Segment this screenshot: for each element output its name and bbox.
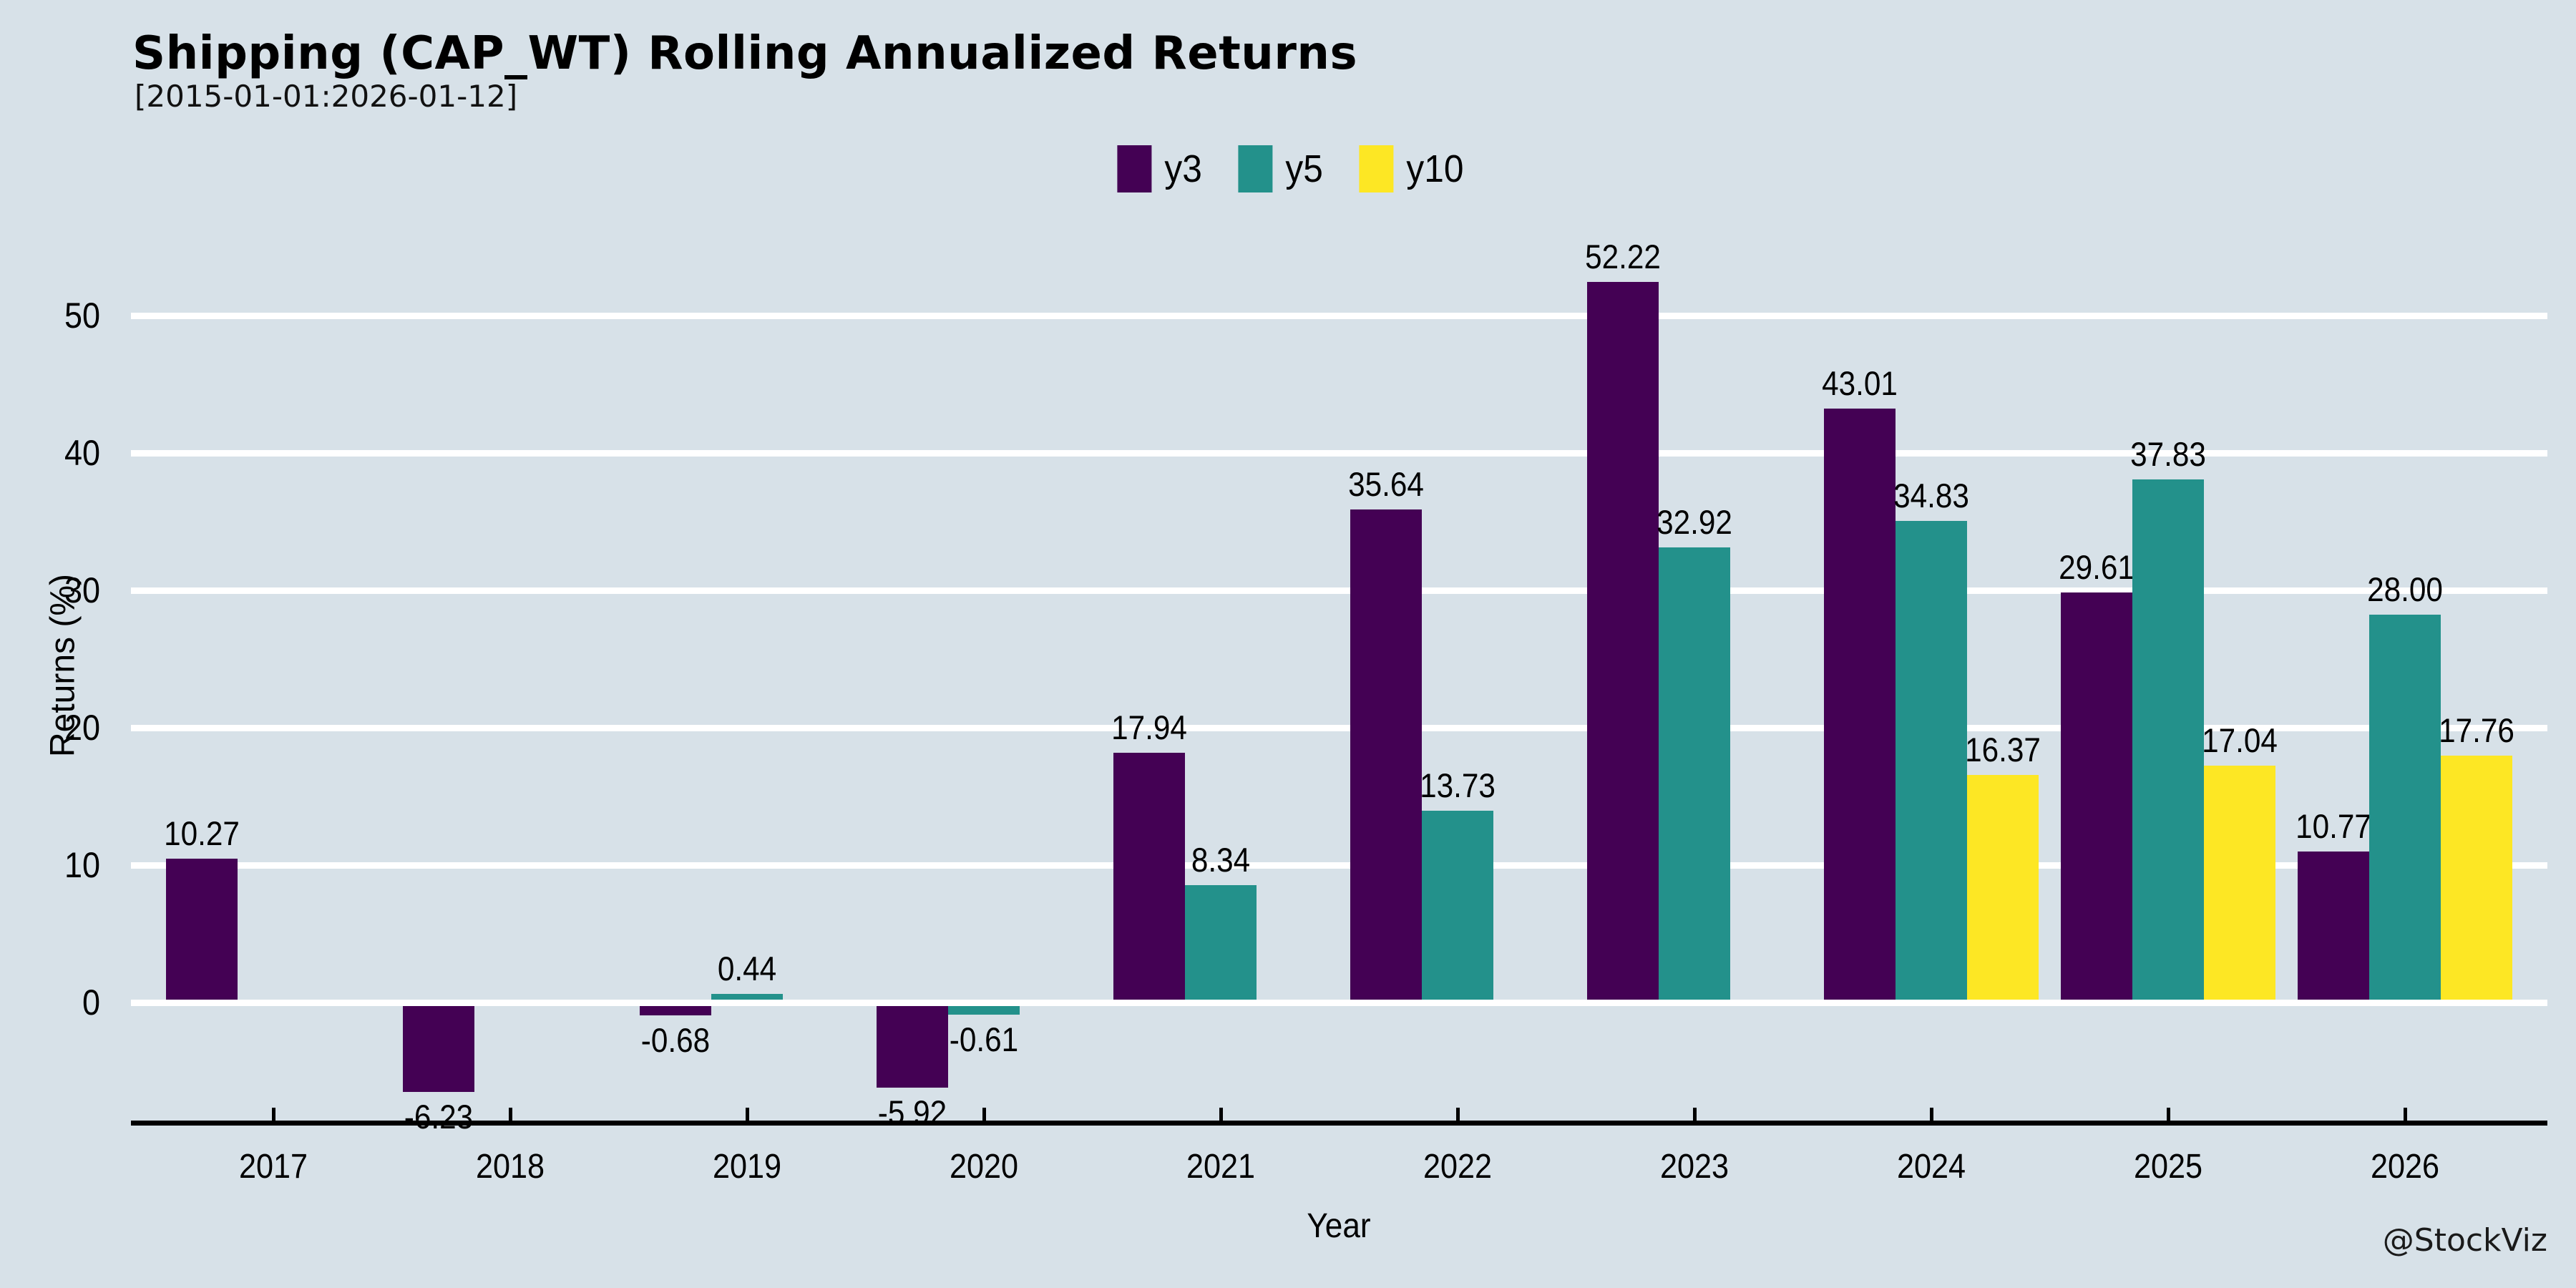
bar-y3-2019 — [640, 1006, 711, 1016]
bar-y3-2025 — [2061, 592, 2132, 1000]
x-tick-mark — [746, 1108, 749, 1121]
bar-y10-2026 — [2441, 755, 2512, 1000]
legend-label-y10: y10 — [1406, 147, 1464, 190]
gridline-30 — [131, 587, 2547, 594]
x-axis-label: Year — [1307, 1207, 1371, 1245]
bar-y3-2020 — [877, 1006, 948, 1088]
bar-y5-2025 — [2132, 479, 2204, 1000]
y-tick-label: 20 — [64, 707, 100, 748]
bar-y5-2023 — [1659, 547, 1730, 1000]
legend-item-y5: y5 — [1238, 145, 1326, 192]
bar-value-label: 10.77 — [2296, 807, 2371, 846]
bar-y5-2021 — [1185, 884, 1257, 1000]
bar-y5-2019 — [711, 993, 783, 1000]
gridline-50 — [131, 312, 2547, 319]
bar-y3-2023 — [1587, 281, 1659, 1000]
y-tick-label: 30 — [64, 570, 100, 610]
bar-y5-2026 — [2369, 615, 2441, 1000]
gridline-0 — [131, 1000, 2547, 1006]
y-tick-label: 10 — [64, 844, 100, 885]
x-tick-mark — [1693, 1108, 1697, 1121]
bar-value-label: 29.61 — [2059, 548, 2135, 587]
bar-value-label: 17.76 — [2439, 711, 2514, 749]
bar-value-label: 17.04 — [2202, 721, 2278, 759]
bar-value-label: 35.64 — [1348, 465, 1424, 504]
gridline-20 — [131, 724, 2547, 731]
chart-title: Shipping (CAP_WT) Rolling Annualized Ret… — [132, 27, 1358, 80]
bar-y3-2022 — [1350, 509, 1422, 1000]
bar-value-label: 37.83 — [2130, 435, 2206, 474]
x-tick-label-2025: 2025 — [2133, 1148, 2203, 1186]
bar-y3-2021 — [1113, 753, 1185, 1000]
legend-item-y10: y10 — [1359, 145, 1469, 192]
x-tick-label-2024: 2024 — [1896, 1148, 1966, 1186]
x-tick-mark — [2404, 1108, 2407, 1121]
bar-value-label: -6.23 — [404, 1097, 474, 1136]
bar-value-label: -0.68 — [640, 1021, 711, 1060]
chart-subtitle: [2015-01-01:2026-01-12] — [135, 79, 518, 114]
x-tick-label-2018: 2018 — [475, 1148, 545, 1186]
bar-y5-2022 — [1422, 811, 1493, 1000]
x-tick-mark — [2167, 1108, 2170, 1121]
x-tick-label-2026: 2026 — [2370, 1148, 2440, 1186]
y-tick-label: 40 — [64, 432, 100, 473]
bar-y3-2024 — [1824, 408, 1896, 1000]
bar-y3-2017 — [166, 858, 238, 1000]
legend-label-y3: y3 — [1164, 147, 1202, 190]
bar-y10-2025 — [2204, 765, 2275, 1000]
x-tick-mark — [982, 1108, 986, 1121]
bar-y3-2026 — [2298, 852, 2369, 1000]
x-tick-mark — [509, 1108, 512, 1121]
bar-value-label: 34.83 — [1893, 476, 1969, 514]
legend-label-y5: y5 — [1285, 147, 1323, 190]
bar-value-label: 43.01 — [1822, 364, 1898, 402]
bar-value-label: 17.94 — [1111, 708, 1187, 747]
x-tick-label-2017: 2017 — [238, 1148, 308, 1186]
y-tick-label: 50 — [64, 295, 100, 336]
bar-value-label: 28.00 — [2367, 570, 2443, 609]
bar-value-label: 32.92 — [1657, 502, 1732, 541]
gridline-10 — [131, 862, 2547, 869]
bar-value-label: 16.37 — [1965, 730, 2041, 769]
legend-swatch-y10 — [1359, 145, 1394, 192]
legend: y3 y5 y10 — [1117, 145, 1501, 192]
x-tick-label-2021: 2021 — [1186, 1148, 1256, 1186]
bar-value-label: 10.27 — [164, 814, 240, 852]
legend-swatch-y3 — [1117, 145, 1152, 192]
bar-value-label: 0.44 — [717, 949, 777, 987]
legend-swatch-y5 — [1238, 145, 1273, 192]
bar-value-label: 52.22 — [1585, 237, 1661, 275]
y-tick-label: 0 — [82, 982, 100, 1023]
bar-y3-2018 — [403, 1006, 474, 1092]
x-axis-spine — [131, 1121, 2547, 1126]
x-tick-mark — [1456, 1108, 1460, 1121]
x-tick-mark — [272, 1108, 275, 1121]
x-tick-label-2020: 2020 — [949, 1148, 1019, 1186]
bar-y5-2020 — [948, 1006, 1020, 1015]
bar-value-label: 8.34 — [1191, 840, 1251, 879]
watermark: @StockViz — [2382, 1222, 2547, 1259]
bar-value-label: 13.73 — [1420, 766, 1496, 805]
x-tick-label-2019: 2019 — [712, 1148, 782, 1186]
x-tick-mark — [1930, 1108, 1933, 1121]
bar-value-label: -0.61 — [949, 1020, 1019, 1058]
x-tick-label-2022: 2022 — [1423, 1148, 1493, 1186]
legend-item-y3: y3 — [1117, 145, 1205, 192]
x-tick-label-2023: 2023 — [1659, 1148, 1729, 1186]
x-tick-mark — [1219, 1108, 1223, 1121]
bar-y5-2024 — [1896, 520, 1967, 1000]
bar-y10-2024 — [1967, 774, 2039, 1000]
gridline-40 — [131, 449, 2547, 457]
